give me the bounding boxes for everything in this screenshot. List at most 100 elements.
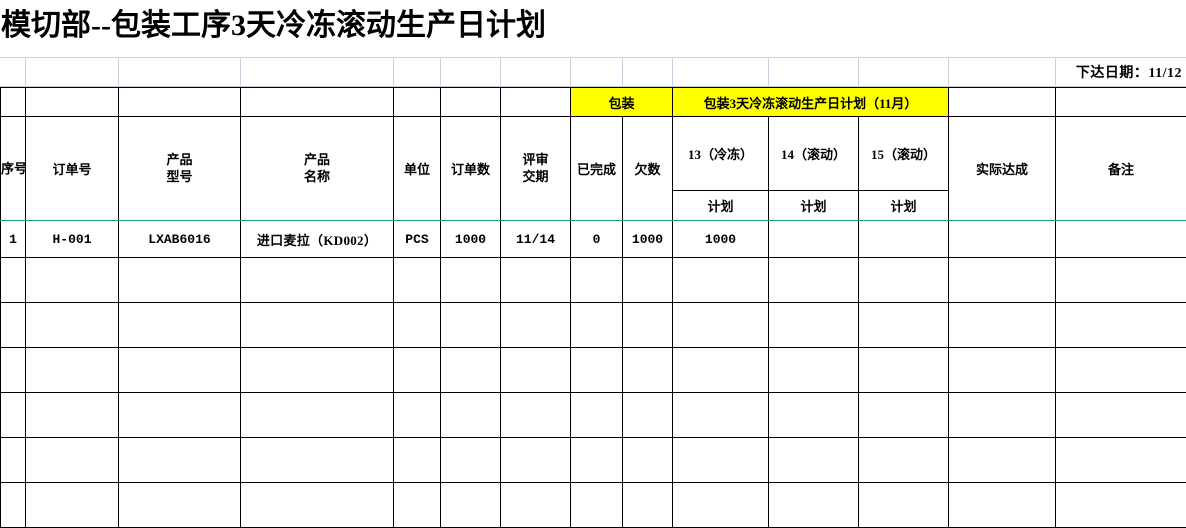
- cell-product-model[interactable]: LXAB6016: [119, 221, 241, 258]
- cell-order-no[interactable]: [26, 393, 119, 438]
- cell-order-qty[interactable]: [441, 258, 501, 303]
- cell-product-name[interactable]: [241, 258, 394, 303]
- cell-product-model[interactable]: [119, 258, 241, 303]
- cell-day14[interactable]: [769, 348, 859, 393]
- cell-order-qty[interactable]: [441, 483, 501, 528]
- cell-shortage[interactable]: [623, 393, 673, 438]
- cell-actual[interactable]: [949, 483, 1056, 528]
- cell-shortage[interactable]: [623, 303, 673, 348]
- cell-product-model[interactable]: [119, 483, 241, 528]
- cell-day15[interactable]: [859, 348, 949, 393]
- cell-unit[interactable]: [394, 393, 441, 438]
- cell-remark[interactable]: [1056, 303, 1186, 348]
- cell-review-date[interactable]: [501, 483, 571, 528]
- cell-product-name[interactable]: [241, 438, 394, 483]
- table-row[interactable]: [1, 303, 1186, 348]
- cell-day13[interactable]: [673, 303, 769, 348]
- cell-day13[interactable]: [673, 393, 769, 438]
- cell-product-name[interactable]: [241, 483, 394, 528]
- cell-day15[interactable]: [859, 303, 949, 348]
- cell-product-model[interactable]: [119, 348, 241, 393]
- cell-seq[interactable]: [1, 438, 26, 483]
- cell-day15[interactable]: [859, 221, 949, 258]
- cell-day15[interactable]: [859, 483, 949, 528]
- cell-actual[interactable]: [949, 393, 1056, 438]
- cell-product-name[interactable]: 进口麦拉（KD002）: [241, 221, 394, 258]
- cell-review-date[interactable]: [501, 393, 571, 438]
- cell-remark[interactable]: [1056, 221, 1186, 258]
- cell-day14[interactable]: [769, 483, 859, 528]
- cell-product-name[interactable]: [241, 393, 394, 438]
- cell-completed[interactable]: 0: [571, 221, 623, 258]
- cell-day13[interactable]: [673, 483, 769, 528]
- cell-order-qty[interactable]: [441, 348, 501, 393]
- cell-day13[interactable]: [673, 258, 769, 303]
- cell-seq[interactable]: [1, 483, 26, 528]
- cell-day14[interactable]: [769, 393, 859, 438]
- cell-day13[interactable]: [673, 438, 769, 483]
- cell-actual[interactable]: [949, 258, 1056, 303]
- cell-actual[interactable]: [949, 221, 1056, 258]
- cell-completed[interactable]: [571, 348, 623, 393]
- cell-product-name[interactable]: [241, 348, 394, 393]
- table-row[interactable]: [1, 483, 1186, 528]
- cell-day15[interactable]: [859, 438, 949, 483]
- cell-completed[interactable]: [571, 258, 623, 303]
- cell-review-date[interactable]: [501, 348, 571, 393]
- cell-review-date[interactable]: 11/14: [501, 221, 571, 258]
- table-row[interactable]: [1, 348, 1186, 393]
- cell-order-no[interactable]: [26, 348, 119, 393]
- cell-day14[interactable]: [769, 438, 859, 483]
- cell-order-qty[interactable]: [441, 303, 501, 348]
- cell-actual[interactable]: [949, 438, 1056, 483]
- cell-order-no[interactable]: [26, 483, 119, 528]
- cell-product-name[interactable]: [241, 303, 394, 348]
- cell-actual[interactable]: [949, 303, 1056, 348]
- table-row[interactable]: [1, 438, 1186, 483]
- cell-remark[interactable]: [1056, 348, 1186, 393]
- cell-completed[interactable]: [571, 393, 623, 438]
- table-row[interactable]: [1, 393, 1186, 438]
- cell-unit[interactable]: PCS: [394, 221, 441, 258]
- cell-product-model[interactable]: [119, 438, 241, 483]
- cell-remark[interactable]: [1056, 393, 1186, 438]
- cell-order-no[interactable]: H-001: [26, 221, 119, 258]
- cell-completed[interactable]: [571, 483, 623, 528]
- cell-review-date[interactable]: [501, 303, 571, 348]
- cell-completed[interactable]: [571, 303, 623, 348]
- cell-day15[interactable]: [859, 393, 949, 438]
- cell-review-date[interactable]: [501, 438, 571, 483]
- cell-day13[interactable]: [673, 348, 769, 393]
- cell-order-qty[interactable]: [441, 393, 501, 438]
- cell-product-model[interactable]: [119, 303, 241, 348]
- cell-remark[interactable]: [1056, 483, 1186, 528]
- cell-remark[interactable]: [1056, 438, 1186, 483]
- cell-remark[interactable]: [1056, 258, 1186, 303]
- cell-shortage[interactable]: [623, 258, 673, 303]
- cell-product-model[interactable]: [119, 393, 241, 438]
- cell-completed[interactable]: [571, 438, 623, 483]
- cell-seq[interactable]: [1, 303, 26, 348]
- cell-actual[interactable]: [949, 348, 1056, 393]
- cell-day15[interactable]: [859, 258, 949, 303]
- cell-seq[interactable]: [1, 258, 26, 303]
- cell-day14[interactable]: [769, 221, 859, 258]
- cell-day14[interactable]: [769, 303, 859, 348]
- cell-day13[interactable]: 1000: [673, 221, 769, 258]
- cell-unit[interactable]: [394, 483, 441, 528]
- cell-shortage[interactable]: [623, 438, 673, 483]
- cell-shortage[interactable]: [623, 483, 673, 528]
- cell-day14[interactable]: [769, 258, 859, 303]
- cell-seq[interactable]: [1, 393, 26, 438]
- cell-order-no[interactable]: [26, 303, 119, 348]
- cell-unit[interactable]: [394, 258, 441, 303]
- cell-shortage[interactable]: 1000: [623, 221, 673, 258]
- cell-shortage[interactable]: [623, 348, 673, 393]
- cell-unit[interactable]: [394, 348, 441, 393]
- cell-unit[interactable]: [394, 438, 441, 483]
- cell-seq[interactable]: 1: [1, 221, 26, 258]
- cell-order-no[interactable]: [26, 258, 119, 303]
- cell-review-date[interactable]: [501, 258, 571, 303]
- cell-order-no[interactable]: [26, 438, 119, 483]
- cell-order-qty[interactable]: [441, 438, 501, 483]
